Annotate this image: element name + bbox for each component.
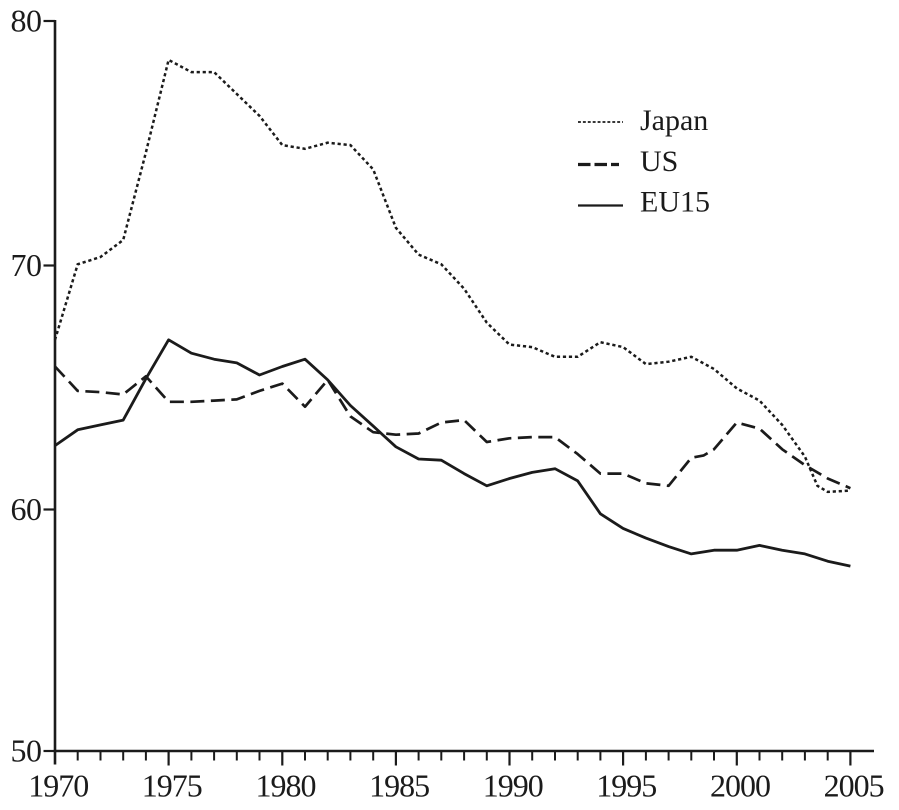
svg-text:Japan: Japan bbox=[640, 104, 708, 137]
svg-text:2005: 2005 bbox=[824, 768, 884, 804]
svg-text:EU15: EU15 bbox=[640, 186, 710, 219]
svg-text:1970: 1970 bbox=[28, 768, 88, 804]
svg-text:1980: 1980 bbox=[256, 768, 316, 804]
svg-text:50: 50 bbox=[11, 733, 42, 769]
svg-text:1985: 1985 bbox=[369, 768, 429, 804]
svg-text:1995: 1995 bbox=[596, 768, 656, 804]
svg-text:80: 80 bbox=[11, 3, 42, 39]
svg-text:US: US bbox=[640, 145, 678, 178]
svg-text:1975: 1975 bbox=[142, 768, 202, 804]
svg-text:2000: 2000 bbox=[710, 768, 770, 804]
svg-text:60: 60 bbox=[11, 491, 42, 527]
svg-text:70: 70 bbox=[11, 247, 42, 283]
svg-text:1990: 1990 bbox=[483, 768, 543, 804]
